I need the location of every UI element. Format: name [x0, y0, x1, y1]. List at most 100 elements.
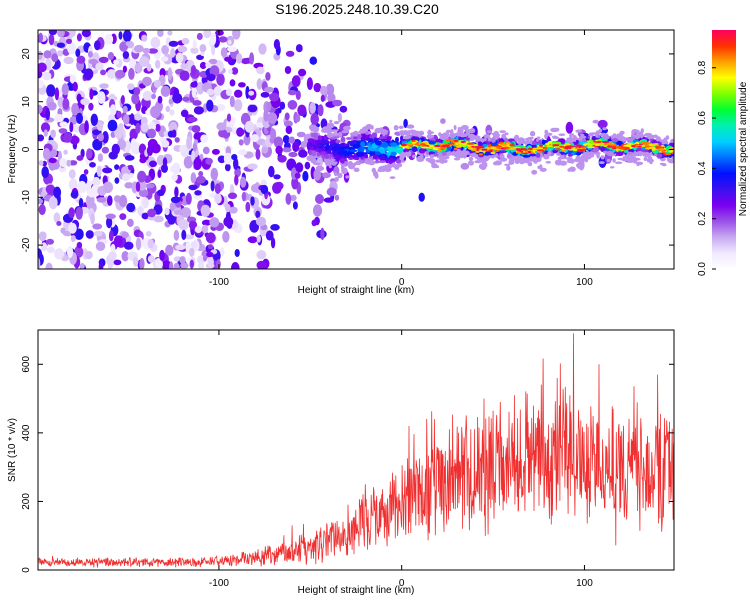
- heatmap-cell: [607, 143, 616, 146]
- heatmap-cell: [532, 140, 536, 146]
- heatmap-cell: [427, 146, 435, 149]
- heatmap-cell: [450, 133, 456, 139]
- heatmap-cell: [290, 194, 297, 202]
- heatmap-cell: [284, 66, 292, 74]
- heatmap-cell: [96, 197, 107, 203]
- heatmap-cell: [190, 241, 198, 249]
- heatmap-cell: [344, 161, 348, 166]
- heatmap-cell: [419, 143, 426, 146]
- heatmap-cell: [326, 150, 332, 154]
- heatmap-cell: [228, 68, 233, 75]
- spectrogram-heatmap: [38, 13, 674, 269]
- heatmap-cell: [190, 172, 197, 184]
- heatmap-cell: [189, 247, 195, 257]
- heatmap-cell: [266, 102, 272, 112]
- heatmap-cell: [310, 113, 320, 125]
- heatmap-cell: [70, 235, 76, 242]
- heatmap-cell: [241, 58, 250, 65]
- heatmap-cell: [223, 152, 233, 165]
- heatmap-cell: [111, 143, 121, 155]
- heatmap-cell: [603, 150, 608, 154]
- heatmap-cell: [561, 149, 566, 152]
- heatmap-cell: [257, 13, 265, 24]
- heatmap-cell: [321, 128, 327, 133]
- heatmap-cell: [411, 139, 416, 143]
- heatmap-cell: [465, 137, 470, 141]
- heatmap-cell: [298, 68, 307, 77]
- heatmap-cell: [160, 56, 169, 62]
- heatmap-cell: [210, 167, 219, 181]
- heatmap-cell: [270, 22, 277, 28]
- heatmap-cell: [426, 134, 433, 139]
- heatmap-cell: [365, 131, 369, 136]
- heatmap-cell: [113, 59, 119, 65]
- heatmap-cell: [233, 157, 239, 170]
- heatmap-cell: [539, 152, 543, 159]
- heatmap-cell: [631, 144, 636, 148]
- heatmap-cell: [268, 165, 275, 178]
- heatmap-cell: [323, 134, 327, 141]
- heatmap-cell: [490, 151, 496, 155]
- heatmap-cell: [287, 89, 297, 96]
- heatmap-cell: [234, 17, 243, 29]
- heatmap-cell: [93, 230, 103, 237]
- snr-ytick-label: 0: [21, 567, 32, 573]
- heatmap-cell: [309, 145, 315, 148]
- heatmap-cell: [390, 151, 397, 156]
- heatmap-cell: [161, 45, 170, 55]
- heatmap-cell: [326, 122, 335, 129]
- heatmap-cell: [220, 247, 225, 257]
- heatmap-cell: [428, 141, 435, 144]
- heatmap-cell: [643, 144, 650, 147]
- heatmap-cell: [232, 30, 241, 40]
- heatmap-cell: [327, 92, 336, 104]
- heatmap-cell: [389, 176, 396, 180]
- heatmap-cell: [374, 151, 382, 156]
- heatmap-cell: [90, 113, 99, 127]
- snr-ylabel: SNR (10 * v/v): [7, 418, 18, 482]
- heatmap-cell: [164, 207, 170, 216]
- heatmap-cell: [54, 114, 64, 123]
- heatmap-cell: [194, 190, 202, 196]
- heatmap-cell: [594, 151, 601, 155]
- heatmap-cell: [98, 261, 104, 269]
- heatmap-cell: [231, 262, 240, 269]
- heatmap-cell: [554, 148, 562, 151]
- heatmap-cell: [529, 130, 536, 137]
- heatmap-cell: [580, 146, 588, 149]
- heatmap-cell: [340, 165, 345, 170]
- heatmap-cell: [384, 167, 392, 173]
- heatmap-cell: [119, 213, 127, 221]
- heatmap-cell: [320, 141, 328, 144]
- heatmap-cell: [269, 92, 280, 102]
- heatmap-cell: [191, 65, 196, 77]
- heatmap-cell: [61, 83, 69, 96]
- heatmap-cell: [275, 145, 283, 155]
- heatmap-cell: [224, 163, 231, 172]
- heatmap-cell: [69, 160, 78, 166]
- heatmap-cell: [76, 241, 83, 249]
- heatmap-cell: [457, 126, 462, 131]
- heatmap-cell: [235, 53, 243, 64]
- heatmap-cell: [85, 230, 94, 239]
- heatmap-cell: [129, 172, 134, 179]
- heatmap-cell: [340, 136, 346, 143]
- heatmap-cell: [147, 128, 157, 139]
- heatmap-cell: [569, 158, 575, 164]
- heatmap-cell: [126, 202, 136, 213]
- colorbar-tick-label: 0.2: [697, 211, 708, 225]
- heatmap-cell: [74, 245, 84, 258]
- heatmap-cell: [244, 120, 255, 133]
- heatmap-cell: [223, 216, 234, 227]
- heatmap-cell: [664, 140, 669, 145]
- heatmap-cell: [325, 83, 335, 97]
- heatmap-cell: [133, 113, 142, 121]
- heatmap-cell: [135, 122, 141, 134]
- heatmap-cell: [404, 150, 412, 157]
- heatmap-cell: [102, 131, 109, 144]
- heatmap-cell: [99, 83, 109, 89]
- heatmap-cell: [109, 104, 117, 116]
- heatmap-cell: [581, 138, 587, 143]
- heatmap-cell: [108, 251, 117, 260]
- heatmap-cell: [421, 146, 429, 149]
